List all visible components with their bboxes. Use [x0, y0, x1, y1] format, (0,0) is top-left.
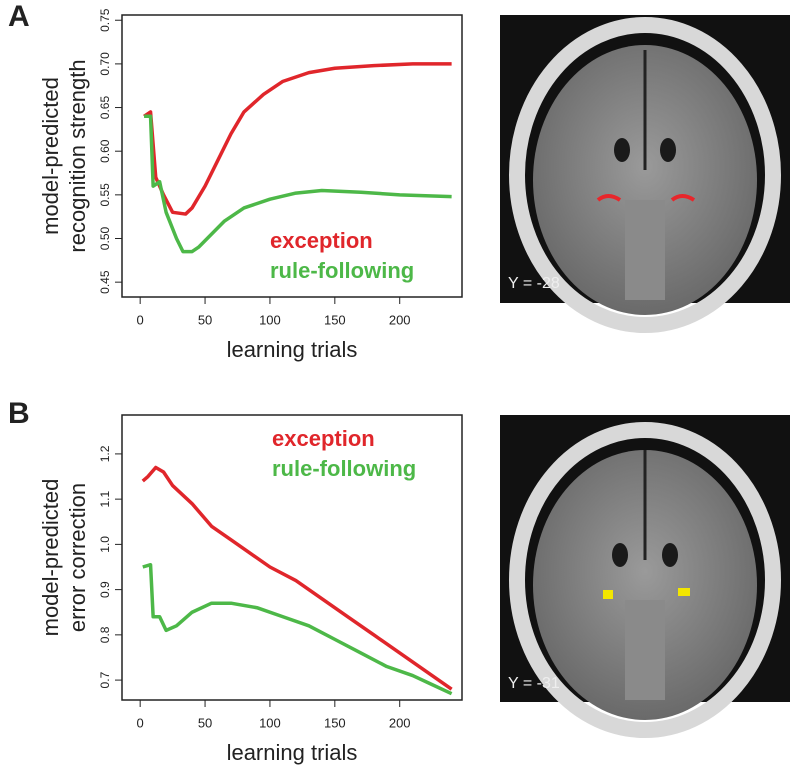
- y-tick-label: 0.9: [98, 581, 112, 598]
- y-tick-label: 0.55: [98, 183, 112, 207]
- panel-label: B: [8, 397, 30, 430]
- y-tick-label: 0.50: [98, 227, 112, 251]
- panel-label: A: [8, 0, 30, 33]
- y-tick-label: 1.0: [98, 536, 112, 553]
- legend-label: exception: [270, 228, 373, 253]
- x-tick-label: 150: [324, 715, 346, 730]
- y-axis-label: error correction: [65, 483, 90, 632]
- y-tick-label: 0.60: [98, 139, 112, 163]
- y-axis-label: recognition strength: [65, 59, 90, 252]
- x-tick-label: 50: [198, 715, 212, 730]
- x-tick-label: 200: [389, 312, 411, 327]
- y-tick-label: 0.8: [98, 626, 112, 643]
- y-tick-label: 1.1: [98, 490, 112, 507]
- x-tick-label: 0: [137, 715, 144, 730]
- y-axis-label: model-predicted: [38, 77, 63, 235]
- image-caption: Y = -31: [508, 675, 560, 692]
- x-axis-label: learning trials: [227, 337, 358, 362]
- x-tick-label: 150: [324, 312, 346, 327]
- brain-image: Y = -28: [500, 15, 790, 333]
- legend-label: rule-following: [272, 456, 416, 481]
- x-tick-label: 50: [198, 312, 212, 327]
- plot-frame: [121, 414, 463, 701]
- y-tick-label: 1.2: [98, 445, 112, 462]
- x-tick-label: 100: [259, 312, 281, 327]
- data-line: [144, 114, 452, 254]
- y-tick-label: 0.65: [98, 96, 112, 120]
- x-tick-label: 100: [259, 715, 281, 730]
- y-axis-label: model-predicted: [38, 479, 63, 637]
- data-line: [142, 562, 453, 696]
- y-tick-label: 0.70: [98, 52, 112, 76]
- brain-image: Y = -31: [500, 415, 790, 738]
- x-axis-label: learning trials: [227, 740, 358, 765]
- x-tick-label: 200: [389, 715, 411, 730]
- legend-label: exception: [272, 426, 375, 451]
- y-tick-label: 0.75: [98, 8, 112, 32]
- image-caption: Y = -28: [508, 275, 560, 292]
- y-tick-label: 0.7: [98, 671, 112, 688]
- plot-frame: [121, 14, 463, 298]
- data-line: [141, 465, 453, 691]
- y-tick-label: 0.45: [98, 270, 112, 294]
- x-tick-label: 0: [137, 312, 144, 327]
- legend-label: rule-following: [270, 258, 414, 283]
